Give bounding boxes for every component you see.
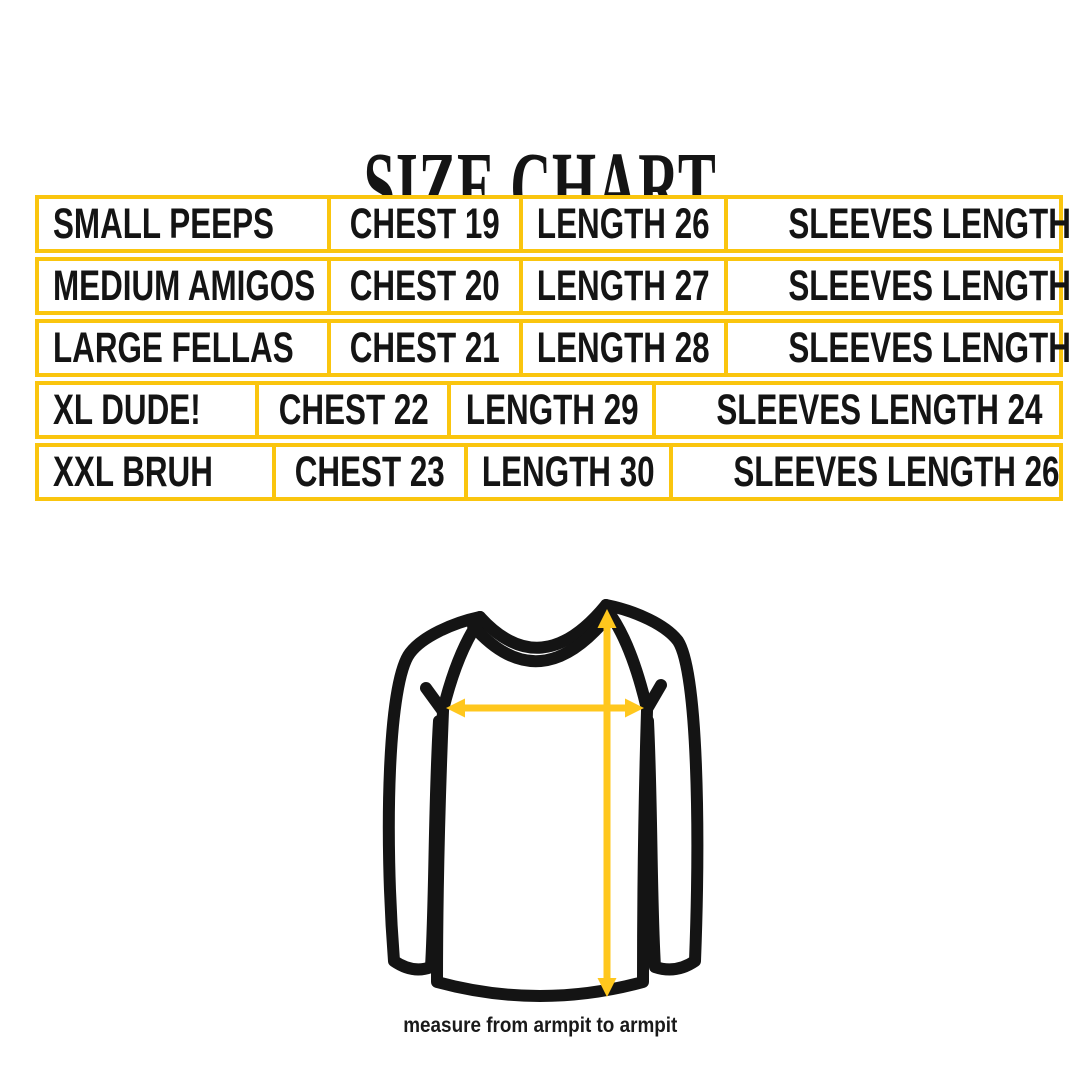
length-value: LENGTH 29: [465, 385, 639, 434]
right-sleeve-line: [600, 599, 704, 976]
sleeves-cell: SLEEVES LENGTH 26: [669, 447, 1080, 497]
chest-value: CHEST 22: [278, 385, 429, 434]
sleeves-value: SLEEVES LENGTH 24: [788, 323, 1080, 372]
length-cell: LENGTH 28: [519, 323, 724, 373]
sleeves-value: SLEEVES LENGTH 24: [716, 385, 1043, 434]
collar-outer-line: [474, 599, 612, 654]
diagram-caption: measure from armpit to armpit: [0, 1014, 1080, 1037]
size-cell: SMALL PEEPS: [39, 199, 327, 249]
chest-value: CHEST 21: [349, 323, 501, 372]
chest-value: CHEST 20: [349, 261, 501, 310]
length-value: LENGTH 26: [537, 199, 710, 248]
collar-inner-line: [467, 608, 616, 668]
chest-value: CHEST 19: [349, 199, 501, 248]
length-arrow: [597, 609, 617, 997]
table-row: XL DUDE! CHEST 22 LENGTH 29 SLEEVES LENG…: [35, 381, 1063, 439]
chest-arrow: [446, 698, 644, 718]
length-value: LENGTH 30: [482, 447, 655, 496]
length-value: LENGTH 28: [537, 323, 710, 372]
table-row: LARGE FELLAS CHEST 21 LENGTH 28 SLEEVES …: [35, 319, 1080, 377]
sleeves-value: SLEEVES LENGTH 26: [733, 447, 1060, 496]
sleeves-cell: SLEEVES LENGTH 23: [724, 199, 1080, 249]
chest-cell: CHEST 20: [327, 261, 519, 311]
size-table: SMALL PEEPS CHEST 19 LENGTH 26 SLEEVES L…: [35, 195, 1080, 505]
length-arrowhead-top: [597, 609, 617, 628]
right-armpit-tick: [641, 679, 667, 715]
size-label: LARGE FELLAS: [53, 323, 294, 372]
right-raglan-seam: [601, 604, 653, 715]
chest-cell: CHEST 19: [327, 199, 519, 249]
body-outline: [431, 705, 653, 1002]
size-cell: XL DUDE!: [39, 385, 255, 435]
size-cell: MEDIUM AMIGOS: [39, 261, 327, 311]
table-row: MEDIUM AMIGOS CHEST 20 LENGTH 27 SLEEVES…: [35, 257, 1080, 315]
size-label: XL DUDE!: [53, 385, 201, 434]
chest-value: CHEST 23: [295, 447, 446, 496]
sleeves-cell: SLEEVES LENGTH 23: [724, 261, 1080, 311]
chest-arrowhead-right: [625, 698, 644, 718]
table-row: SMALL PEEPS CHEST 19 LENGTH 26 SLEEVES L…: [35, 195, 1080, 253]
sleeves-value: SLEEVES LENGTH 23: [788, 261, 1080, 310]
chest-arrowhead-left: [446, 698, 465, 718]
size-cell: LARGE FELLAS: [39, 323, 327, 373]
size-label: XXL BRUH: [53, 447, 213, 496]
length-cell: LENGTH 29: [447, 385, 652, 435]
length-value: LENGTH 27: [537, 261, 710, 310]
length-cell: LENGTH 26: [519, 199, 724, 249]
shirt-measurement-diagram: [382, 599, 704, 1002]
sleeves-cell: SLEEVES LENGTH 24: [724, 323, 1080, 373]
size-label: MEDIUM AMIGOS: [53, 261, 316, 310]
length-cell: LENGTH 30: [464, 447, 669, 497]
shirt-outline: [382, 599, 704, 1002]
sleeves-cell: SLEEVES LENGTH 24: [652, 385, 1080, 435]
table-row: XXL BRUH CHEST 23 LENGTH 30 SLEEVES LENG…: [35, 443, 1063, 501]
size-cell: XXL BRUH: [39, 447, 272, 497]
chest-cell: CHEST 22: [255, 385, 447, 435]
left-armpit-tick: [420, 682, 448, 716]
size-label: SMALL PEEPS: [53, 199, 274, 248]
left-raglan-seam: [437, 615, 485, 716]
sleeves-value: SLEEVES LENGTH 23: [788, 199, 1080, 248]
diagram-caption-text: measure from armpit to armpit: [402, 1014, 678, 1037]
length-arrowhead-bottom: [597, 978, 617, 997]
measurement-arrows: [446, 609, 644, 997]
length-cell: LENGTH 27: [519, 261, 724, 311]
chest-cell: CHEST 23: [272, 447, 464, 497]
chest-cell: CHEST 21: [327, 323, 519, 373]
